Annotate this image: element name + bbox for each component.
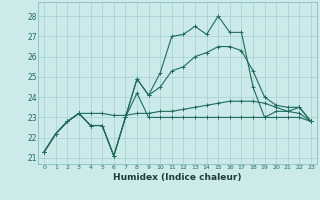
X-axis label: Humidex (Indice chaleur): Humidex (Indice chaleur) [113, 173, 242, 182]
